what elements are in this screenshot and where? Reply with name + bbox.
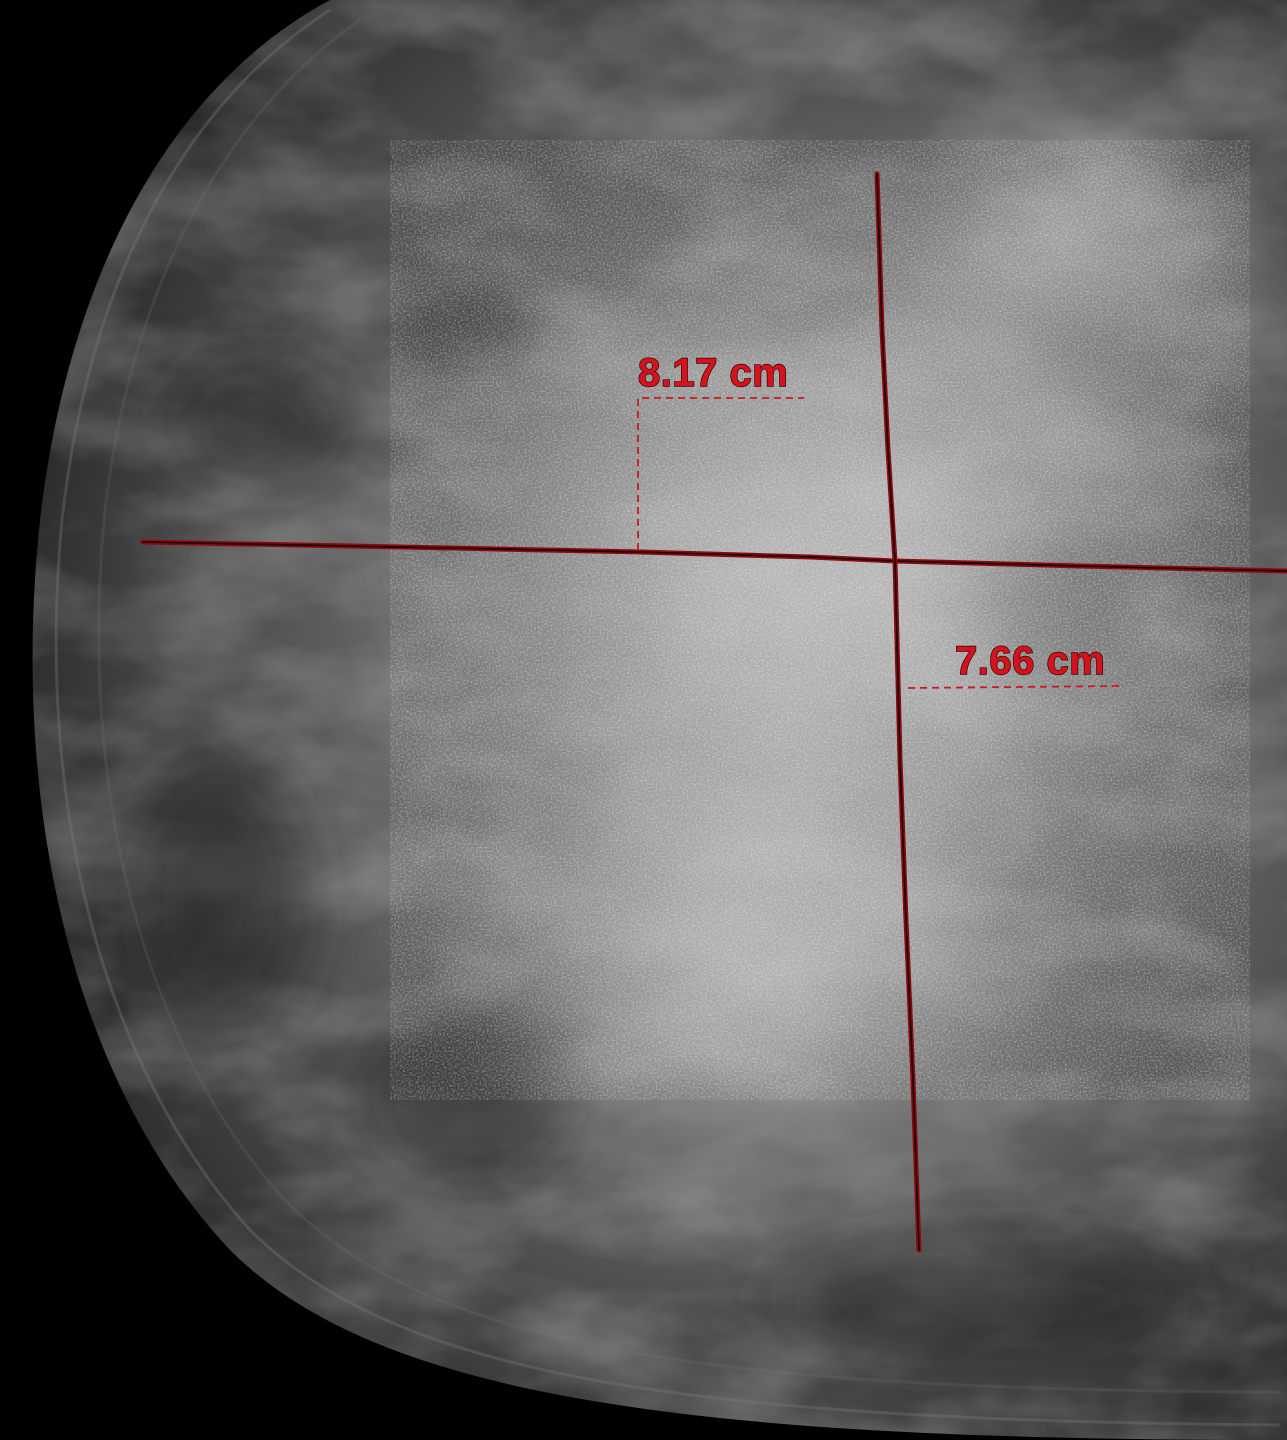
vertical-ruler[interactable] xyxy=(874,171,922,1253)
horizontal-measurement-label: 8.17 cm xyxy=(638,351,788,395)
horizontal-leader-line xyxy=(637,397,804,550)
vertical-measurement-label: 7.66 cm xyxy=(955,639,1105,683)
measurement-overlay: 8.17 cm 7.66 cm xyxy=(140,171,1287,1253)
horizontal-ruler[interactable] xyxy=(140,539,1287,574)
